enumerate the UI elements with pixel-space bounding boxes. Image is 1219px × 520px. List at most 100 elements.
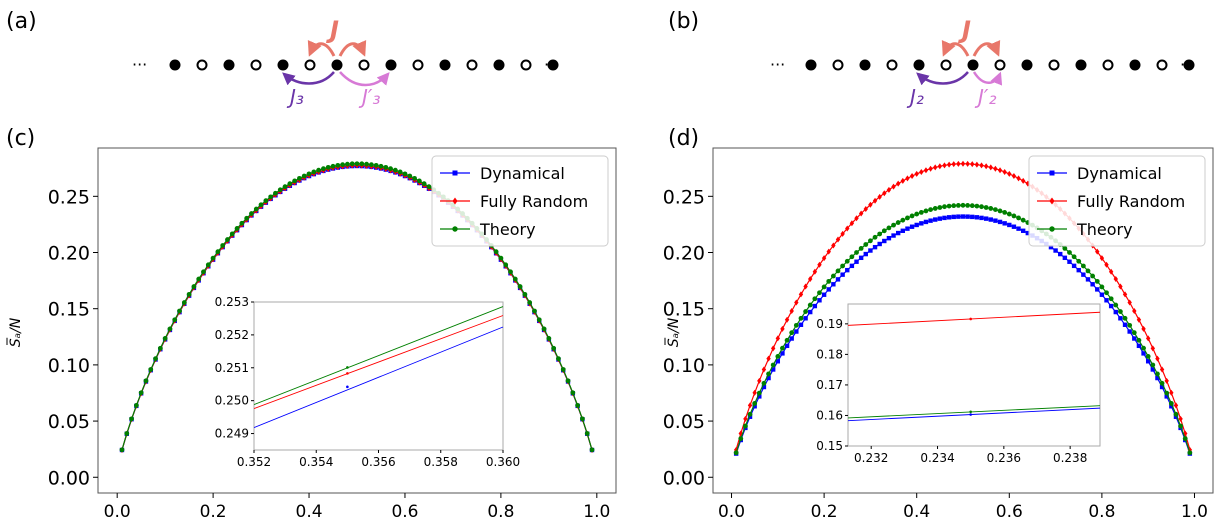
data-point <box>580 416 585 422</box>
data-point <box>993 218 998 223</box>
data-point <box>780 351 785 356</box>
inset-frame <box>253 301 504 451</box>
data-point <box>821 292 827 297</box>
data-point <box>220 243 226 248</box>
data-point <box>503 262 509 268</box>
data-point <box>1118 316 1123 321</box>
data-point <box>854 250 859 255</box>
data-point <box>556 356 561 362</box>
site-filled <box>493 59 505 71</box>
data-point <box>1141 345 1146 351</box>
site-filled <box>223 59 235 71</box>
data-point <box>775 359 781 364</box>
data-point <box>974 203 980 209</box>
data-point <box>951 161 956 168</box>
data-point <box>1136 337 1142 343</box>
x-tick-label: 0.0 <box>104 502 131 520</box>
data-point <box>1136 316 1142 323</box>
data-point <box>881 228 887 234</box>
data-point <box>877 231 883 237</box>
data-point <box>1085 268 1091 274</box>
data-point <box>817 261 822 268</box>
inset-y-tick-label: 0.18 <box>816 347 843 361</box>
y-tick-label: 0.00 <box>48 467 90 489</box>
data-point <box>359 161 365 167</box>
data-point <box>560 367 566 372</box>
data-point <box>817 290 822 296</box>
legend-marker <box>452 170 458 176</box>
data-point <box>993 207 998 213</box>
data-point <box>817 298 822 303</box>
data-point <box>891 183 896 190</box>
data-point <box>584 431 590 436</box>
data-point <box>263 198 269 204</box>
data-point <box>983 205 989 210</box>
data-point <box>770 367 776 372</box>
data-point <box>258 202 264 208</box>
data-point <box>979 215 984 221</box>
inset-y-tick-label: 0.251 <box>215 361 249 375</box>
data-point <box>793 322 799 328</box>
data-point <box>191 284 197 289</box>
site-open <box>1102 59 1114 71</box>
site-open <box>832 59 844 71</box>
inset-data-point <box>969 317 972 321</box>
x-tick-label: 0.8 <box>487 502 514 520</box>
data-point <box>1020 177 1026 184</box>
data-point <box>960 202 966 208</box>
data-point <box>229 231 235 237</box>
data-point <box>392 167 398 173</box>
data-point <box>311 169 317 175</box>
data-point <box>951 214 956 220</box>
data-point <box>397 169 403 175</box>
x-tick-label: 0.8 <box>1088 502 1115 520</box>
data-point <box>780 325 785 332</box>
data-point <box>988 206 994 211</box>
data-point <box>282 184 288 190</box>
inset-series-dynamical <box>253 326 504 429</box>
site-open <box>520 59 532 71</box>
data-point <box>345 161 350 167</box>
data-point <box>831 282 836 287</box>
data-point <box>1141 351 1146 356</box>
data-point <box>1020 228 1026 233</box>
data-point <box>225 237 230 242</box>
data-point <box>752 404 757 409</box>
data-point <box>1141 325 1146 332</box>
data-point <box>905 215 910 221</box>
data-point <box>789 307 794 314</box>
data-point <box>784 337 790 343</box>
panel-label-b: (b) <box>668 9 699 34</box>
x-tick-label: 1.0 <box>583 502 610 520</box>
data-point <box>1053 248 1058 253</box>
data-point <box>1104 261 1109 268</box>
data-point <box>965 214 970 219</box>
data-point <box>979 162 984 169</box>
data-point <box>919 168 924 175</box>
inset-x-tick-label: 0.234 <box>920 451 954 465</box>
data-point <box>970 214 975 220</box>
data-point <box>249 211 254 216</box>
y-tick-label: 0.10 <box>48 355 90 377</box>
site-filled <box>859 59 871 71</box>
data-point <box>983 216 989 221</box>
data-point <box>1006 211 1012 217</box>
data-point <box>321 166 326 172</box>
y-tick-label: 0.00 <box>663 467 705 489</box>
data-point <box>812 296 818 302</box>
chart-panel-c: (c) 0.0 0.2 0.4 0.6 0.8 1.0 0.00 0.05 0.10 0.15 0.… <box>6 126 617 520</box>
legend-label: Dynamical <box>480 164 565 183</box>
data-point <box>1095 287 1100 292</box>
data-point <box>1145 335 1151 342</box>
data-point <box>826 278 832 284</box>
data-point <box>205 262 211 268</box>
data-point <box>743 415 748 422</box>
data-point <box>789 336 794 341</box>
data-point <box>983 163 989 170</box>
data-point <box>575 402 581 408</box>
data-point <box>803 283 808 290</box>
data-point <box>234 226 240 231</box>
data-point <box>858 245 864 251</box>
data-point <box>196 276 202 282</box>
y-axis-label: S̅ₐ/N <box>6 317 24 347</box>
